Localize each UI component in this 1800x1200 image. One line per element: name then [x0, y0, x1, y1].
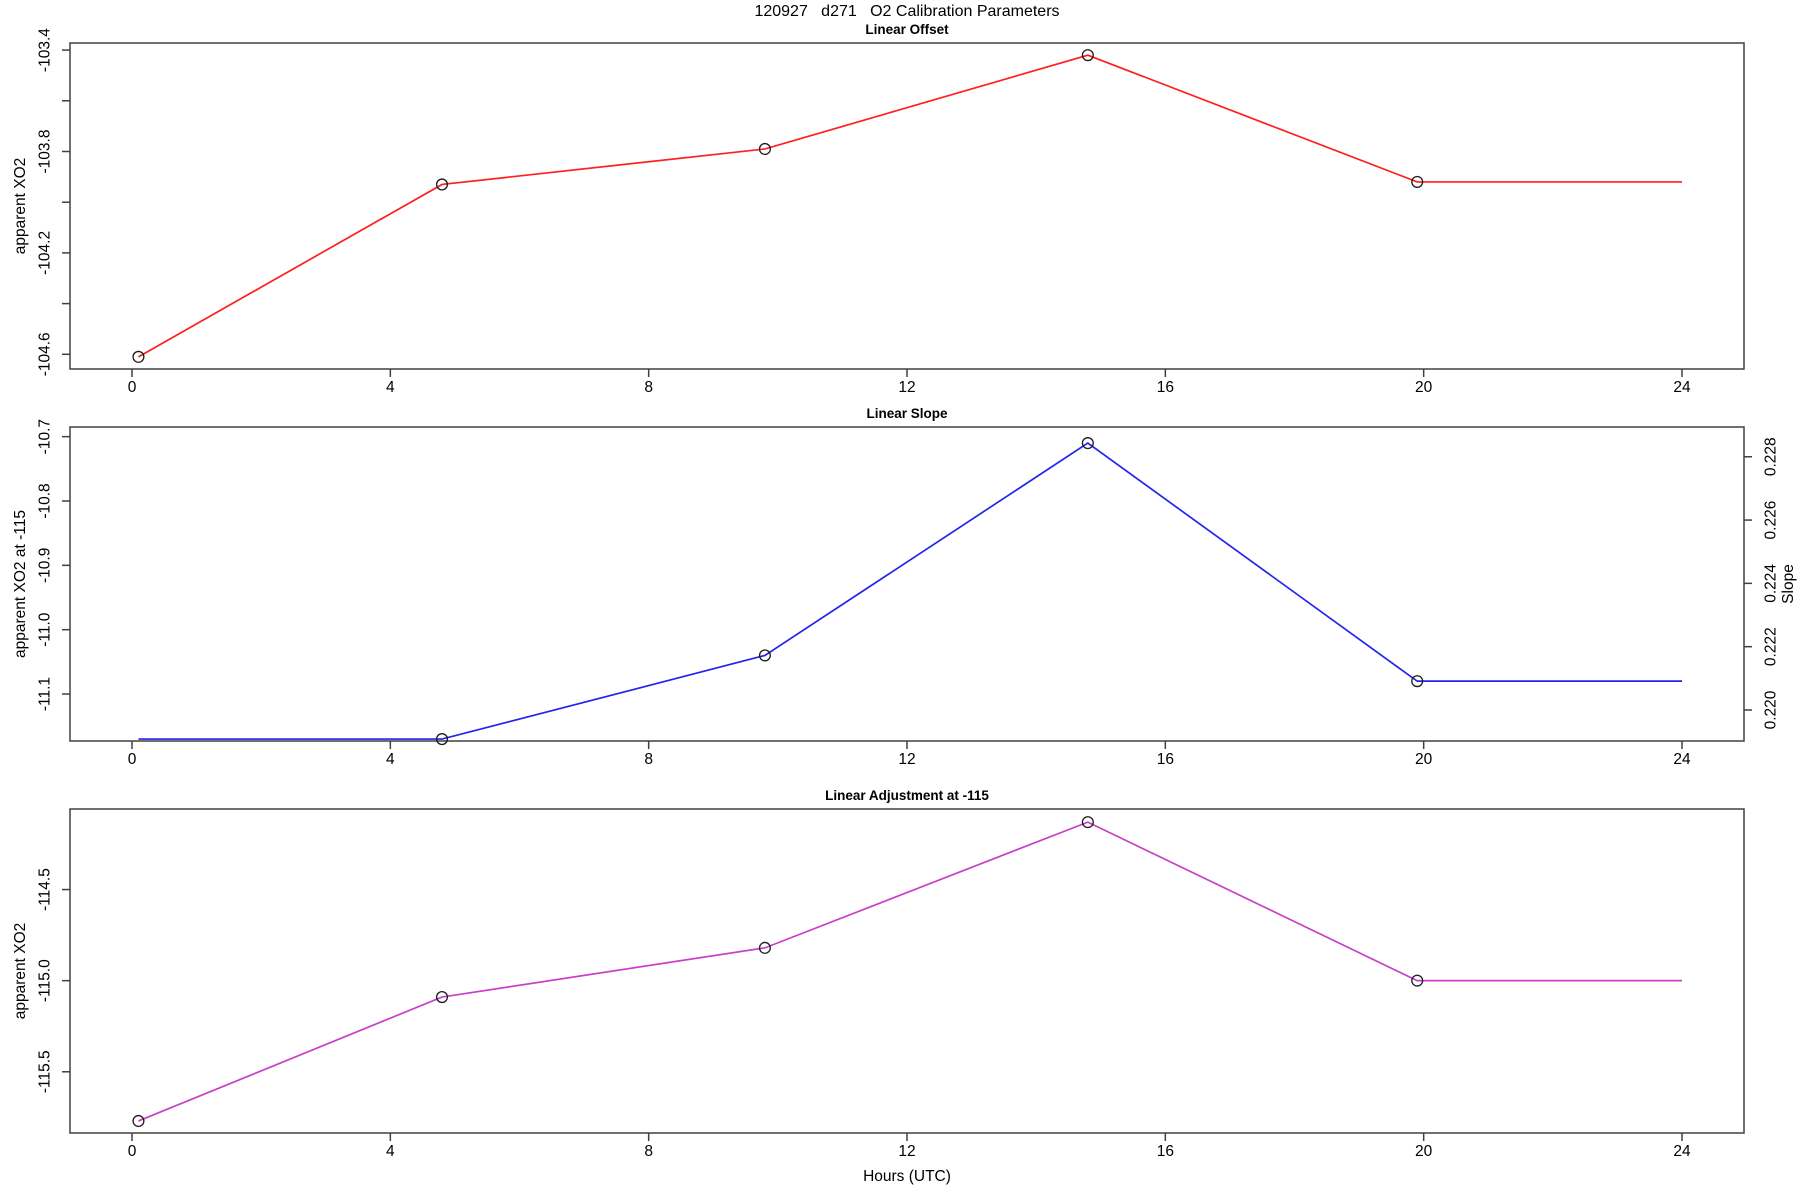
y-tick-label: -115.5 [36, 1050, 53, 1093]
x-tick-label: 8 [644, 1143, 653, 1160]
x-tick-label: 16 [1157, 751, 1174, 768]
panel3-y-axis-label: apparent XO2 [12, 922, 29, 1020]
right-y-tick-label: 0.222 [1762, 627, 1779, 666]
x-tick-label: 24 [1673, 379, 1691, 396]
right-y-tick-label: 0.224 [1762, 564, 1779, 603]
right-y-tick-label: 0.226 [1762, 501, 1779, 540]
right-y-tick-label: 0.220 [1762, 690, 1779, 729]
panel3-title: Linear Adjustment at -115 [825, 788, 989, 803]
y-tick-label: -10.9 [36, 548, 53, 583]
y-tick-label: -103.4 [36, 28, 53, 72]
y-tick-label: -104.2 [36, 231, 53, 275]
series-line [138, 442, 1682, 740]
x-tick-label: 8 [644, 379, 653, 396]
x-tick-label: 0 [128, 751, 137, 768]
y-tick-label: -103.8 [36, 130, 53, 174]
figure-title: 120927 d271 O2 Calibration Parameters [754, 3, 1060, 20]
x-tick-label: 16 [1157, 1143, 1174, 1160]
panel-border [69, 42, 1745, 370]
panel-2: 0 4 8 12 16 20 24 -10.7 -10.8 -10.9 -11.0 -11.1 0.22… [36, 419, 1779, 768]
panel-1: 0 4 8 12 16 20 24 -103.4 -103.8 -104.2 -104.6 [36, 28, 1745, 396]
panel1-y-axis-label: apparent XO2 [12, 157, 29, 255]
data-point-marker [1411, 675, 1424, 688]
data-point-marker [132, 1114, 145, 1128]
data-point-marker [435, 733, 449, 746]
data-point-marker [758, 649, 771, 662]
data-point-marker [1081, 437, 1094, 450]
x-tick-label: 20 [1415, 751, 1433, 768]
y-tick-label: -10.8 [36, 483, 53, 518]
x-tick-label: 0 [128, 379, 137, 396]
x-tick-label: 4 [386, 751, 395, 768]
y-tick-label: -114.5 [36, 868, 53, 911]
panel2-title: Linear Slope [866, 406, 948, 421]
data-point-marker [435, 991, 449, 1004]
x-tick-label: 24 [1673, 1143, 1691, 1160]
data-point-marker [758, 142, 771, 156]
data-point-marker [1411, 175, 1424, 188]
y-tick-label: -104.6 [36, 332, 53, 376]
x-tick-label: 12 [898, 1143, 915, 1160]
panel-3: 0 4 8 12 16 20 24 -114.5 -115.0 -115.5 [36, 808, 1745, 1160]
x-tick-label: 12 [898, 379, 915, 396]
y-tick-label: -10.7 [36, 419, 53, 454]
x-tick-label: 8 [644, 751, 653, 768]
data-point-marker [1411, 974, 1424, 987]
x-axis-label: Hours (UTC) [863, 1168, 951, 1185]
x-tick-label: 20 [1415, 1143, 1433, 1160]
data-point-marker [758, 941, 771, 954]
data-point-marker [435, 178, 449, 191]
panel1-title: Linear Offset [865, 22, 949, 37]
series-line [138, 54, 1682, 358]
data-point-marker [1081, 816, 1094, 829]
x-tick-label: 16 [1157, 379, 1174, 396]
x-tick-label: 4 [386, 379, 395, 396]
y-tick-label: -11.0 [36, 612, 53, 647]
series-line [138, 821, 1682, 1122]
panel-border [69, 808, 1745, 1134]
x-tick-label: 20 [1415, 379, 1433, 396]
panel2-y-axis-label: apparent XO2 at -115 [12, 510, 29, 658]
panel-border [69, 426, 1745, 742]
x-tick-label: 4 [386, 1143, 395, 1160]
x-tick-label: 24 [1673, 751, 1691, 768]
data-point-marker [1081, 49, 1094, 62]
y-tick-label: -11.1 [36, 677, 53, 711]
right-y-tick-label: 0.228 [1762, 437, 1779, 476]
panel2-right-y-axis-label: Slope [1780, 564, 1797, 604]
x-tick-label: 12 [898, 751, 915, 768]
data-point-marker [132, 350, 145, 363]
x-tick-label: 0 [128, 1143, 137, 1160]
y-tick-label: -115.0 [36, 959, 53, 1002]
